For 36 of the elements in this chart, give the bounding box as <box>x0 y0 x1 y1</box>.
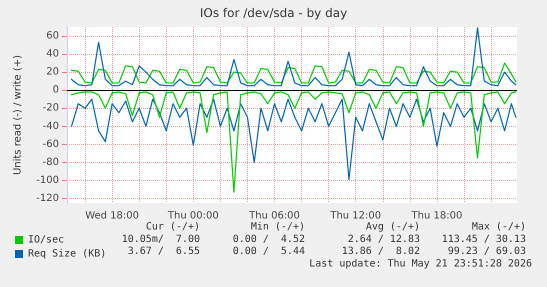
text: 3.67 / 6.55 <box>128 246 200 258</box>
text: 13.86 / 8.02 <box>342 246 420 258</box>
y-tick-label: -20 <box>42 102 59 114</box>
x-tick-label: Thu 06:00 <box>248 210 300 222</box>
y-tick-label: -100 <box>36 174 59 186</box>
text: 10.05m/ 7.00 <box>122 234 200 245</box>
line-series <box>70 98 516 180</box>
x-tick-label: Wed 18:00 <box>85 210 140 222</box>
legend-label: Req Size (KB) <box>28 248 106 260</box>
text: 0.00 / 4.52 <box>232 234 305 245</box>
text: Cur (-/+) <box>146 222 200 232</box>
legend-label: IO/sec <box>28 234 64 246</box>
line-series <box>70 91 516 193</box>
y-tick-label: 0 <box>52 84 59 96</box>
text: Avg (-/+) <box>366 222 420 232</box>
text: 99.23 / 69.03 <box>448 246 526 258</box>
text: Last update: Thu May 21 23:51:28 2026 <box>309 258 532 270</box>
y-tick-label: 20 <box>46 66 59 78</box>
y-tick-label: -60 <box>42 138 59 150</box>
text: 113.45 / 30.13 <box>442 234 526 245</box>
line-series <box>70 27 516 86</box>
text: 0.00 / 5.44 <box>232 246 305 258</box>
x-tick-label: Thu 12:00 <box>329 210 382 222</box>
text: 2.64 / 12.83 <box>348 234 420 245</box>
x-tick-label: Thu 00:00 <box>166 210 219 222</box>
chart-title: IOs for /dev/sda - by day <box>200 6 348 20</box>
x-tick-label: Thu 18:00 <box>410 210 462 222</box>
text: Max (-/+) <box>472 222 526 232</box>
y-tick-label: -80 <box>42 156 59 168</box>
y-tick-label: -120 <box>36 192 59 204</box>
y-tick-label: 60 <box>46 30 59 42</box>
text: Min (-/+) <box>250 222 305 232</box>
y-tick-label: -40 <box>42 120 59 132</box>
y-axis-title: Units read (-) / write (+) <box>12 54 24 176</box>
line-series <box>70 62 516 84</box>
y-tick-label: 40 <box>46 48 59 60</box>
